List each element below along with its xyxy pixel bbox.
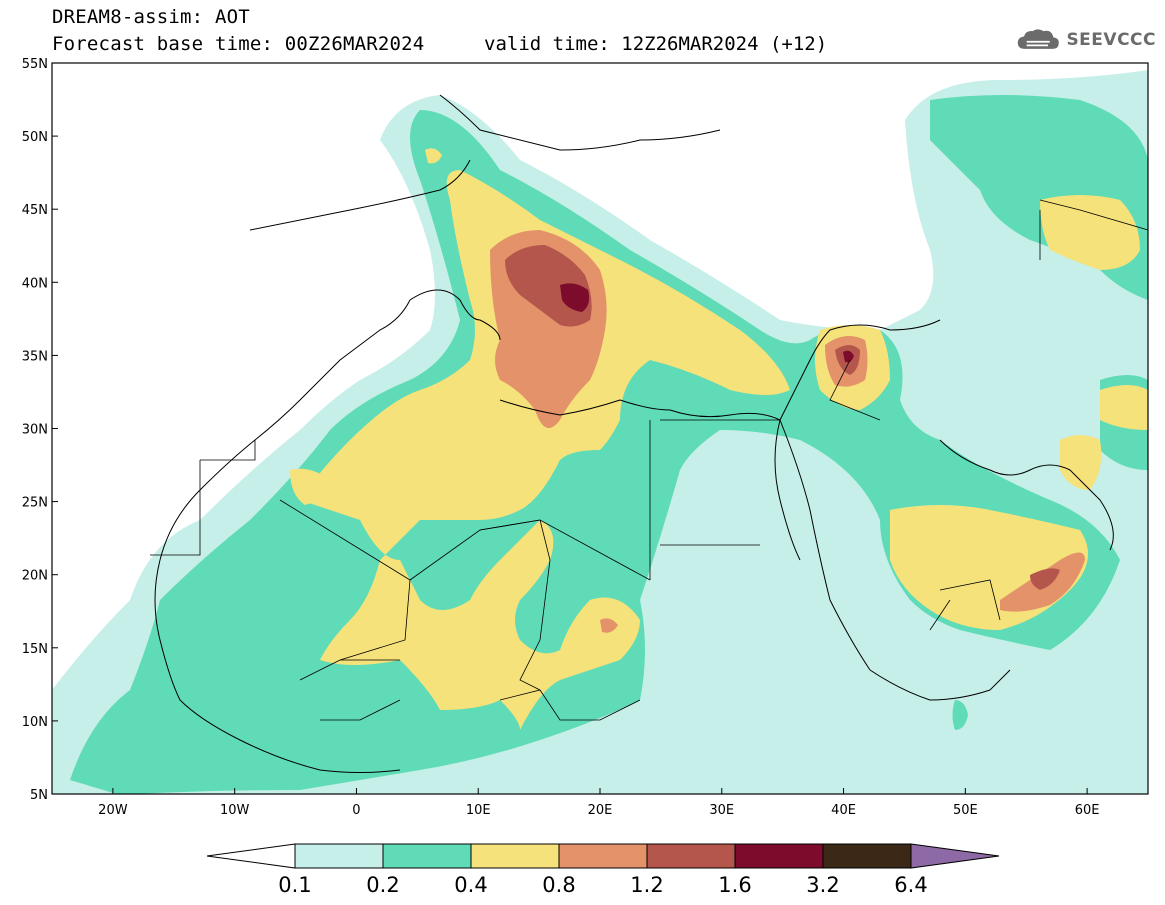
colorbar-swatch [734,843,824,869]
lon-tick-label: 50E [953,803,978,818]
lat-tick-label: 50N [22,130,48,145]
aot-contours [52,63,1148,794]
aot-band-0.4 [290,148,1148,730]
logo-text: SEEVCCC [1066,30,1156,50]
lat-tick-label: 40N [22,276,48,291]
chart-title: DREAM8-assim: AOT [52,6,250,28]
aot-band-1.6 [560,283,854,363]
lon-tick-label: 10W [220,803,250,818]
colorbar: 0.1 0.2 0.4 0.8 1.2 1.6 3.2 6.4 [206,843,1000,897]
lat-tick-label: 30N [22,423,48,438]
seevccc-logo: SEEVCCC [1016,24,1156,56]
lat-tick-label: 45N [22,203,48,218]
latitude-axis: 55N 50N 45N 40N 35N 30N 25N 20N 15N 10N 5N [22,57,58,803]
lat-tick-label: 15N [22,642,48,657]
colorbar-swatch [470,843,560,869]
colorbar-swatch [558,843,648,869]
cloud-icon [1017,29,1059,49]
colorbar-level-label: 1.6 [718,873,751,897]
lon-tick-label: 20E [588,803,613,818]
colorbar-level-label: 3.2 [806,873,839,897]
forecast-base-time: Forecast base time: 00Z26MAR2024 [52,33,425,55]
colorbar-swatch [822,843,912,869]
country-borders [150,199,1148,721]
lat-tick-label: 5N [30,788,48,803]
lat-tick-label: 20N [22,569,48,584]
colorbar-level-label: 1.2 [630,873,663,897]
lat-tick-label: 35N [22,349,48,364]
lon-tick-label: 60E [1075,803,1100,818]
lat-tick-label: 25N [22,496,48,511]
colorbar-level-label: 0.1 [278,873,311,897]
lon-tick-label: 0 [352,803,360,818]
colorbar-level-label: 6.4 [894,873,927,897]
coastlines [154,94,1114,773]
lon-tick-label: 10E [466,803,491,818]
lon-tick-label: 30E [709,803,734,818]
colorbar-left-arrow [206,843,296,869]
colorbar-right-arrow [910,843,1000,869]
colorbar-level-label: 0.4 [454,873,487,897]
longitude-axis: 20W 10W 0 10E 20E 30E 40E 50E 60E [98,788,1099,818]
colorbar-swatch [382,843,472,869]
lat-tick-label: 55N [22,57,48,72]
lon-tick-label: 20W [98,803,128,818]
colorbar-level-label: 0.8 [542,873,575,897]
colorbar-swatch [646,843,736,869]
colorbar-level-label: 0.2 [366,873,399,897]
colorbar-swatch [294,843,384,869]
lon-tick-label: 40E [831,803,856,818]
lat-tick-label: 10N [22,715,48,730]
valid-time: valid time: 12Z26MAR2024 (+12) [484,33,828,55]
